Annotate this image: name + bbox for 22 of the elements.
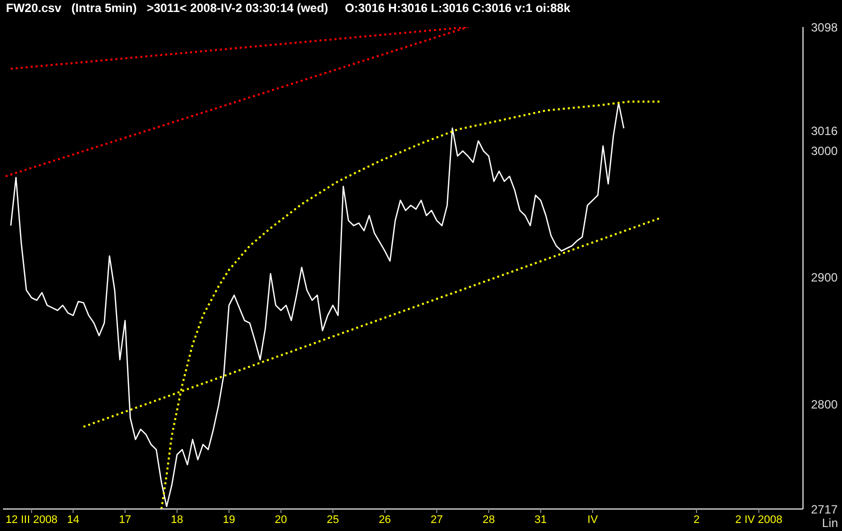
- x-tick-label: IV: [587, 514, 598, 526]
- chart-title: FW20.csv (Intra 5min) >3011< 2008-IV-2 03:30:14 (wed) O:3016 H:3016 L:3016 C:3016 v:1 oi:88k: [5, 0, 572, 17]
- x-tick-label: 20: [274, 514, 288, 526]
- x-tick-label: 19: [222, 514, 236, 526]
- y-tick-label: 2800: [811, 397, 838, 412]
- y-tick-label: 3098: [811, 20, 838, 34]
- text: Lin: [822, 516, 838, 530]
- y-tick-label: 3016: [811, 124, 838, 138]
- x-tick-label: 12 III 2008: [6, 514, 58, 526]
- x-tick-label: 31: [534, 514, 547, 526]
- x-tick-label: 17: [118, 514, 132, 526]
- x-tick-label: 26: [378, 514, 391, 526]
- y-tick-label: 2717: [811, 502, 838, 516]
- x-tick-label: 27: [430, 514, 443, 526]
- x-tick-label: 2 IV 2008: [735, 514, 782, 526]
- y-tick-label: 3000: [811, 144, 838, 158]
- x-tick-label: 2: [693, 514, 700, 526]
- x-tick-label: 25: [326, 514, 339, 526]
- x-tick-label: 14: [67, 514, 80, 526]
- x-tick-label: 28: [482, 514, 495, 526]
- x-tick-label: 18: [170, 514, 184, 526]
- y-tick-label: 2900: [811, 270, 838, 285]
